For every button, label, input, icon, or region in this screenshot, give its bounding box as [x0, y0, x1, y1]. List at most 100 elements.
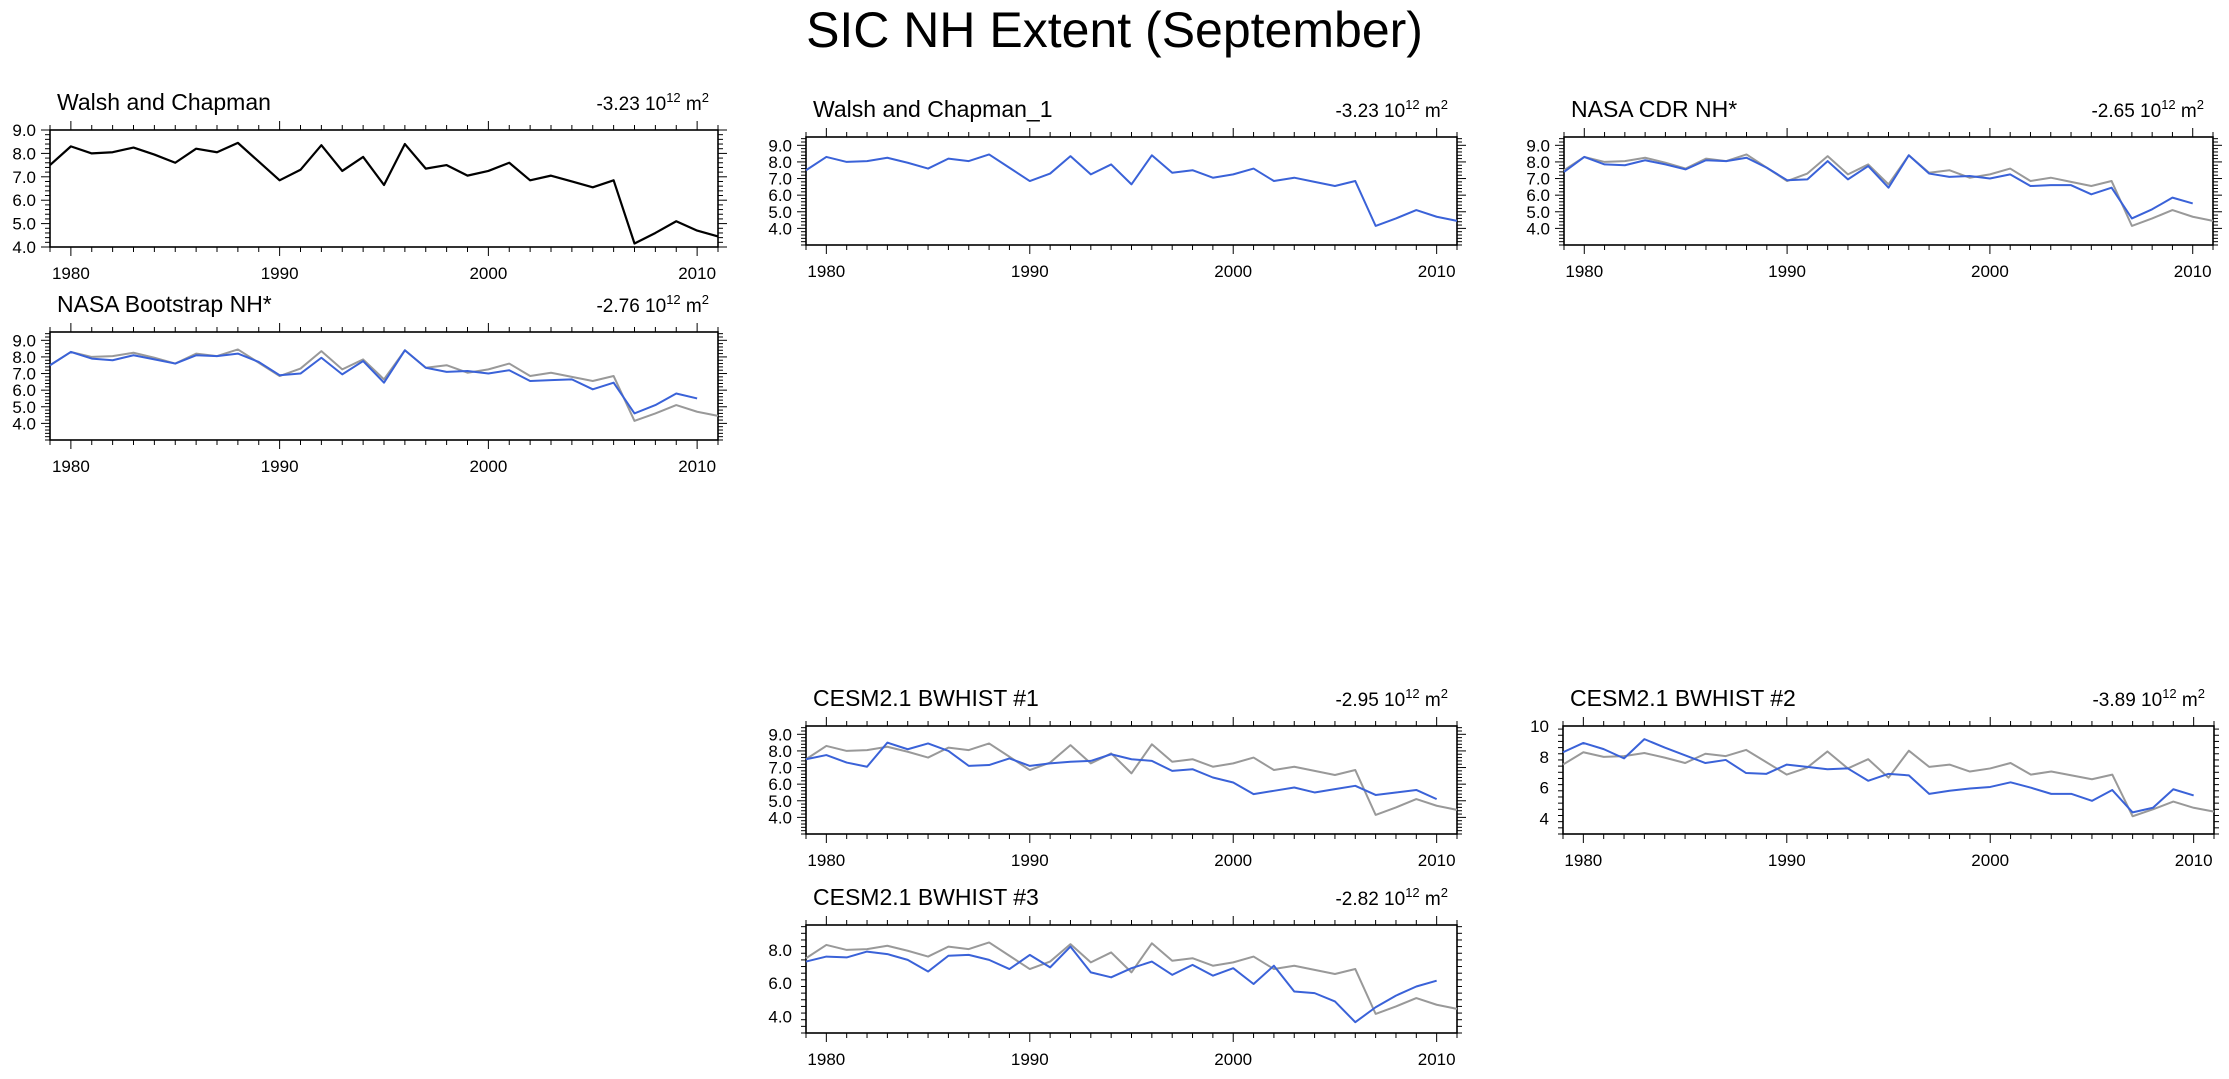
panel-title: CESM2.1 BWHIST #3 [813, 884, 1039, 910]
y-tick-label: 9.0 [12, 121, 36, 140]
x-tick-label: 2010 [2175, 851, 2213, 870]
x-tick-label: 2000 [1214, 262, 1252, 281]
x-tick-label: 1980 [52, 264, 90, 283]
x-tick-label: 2000 [1214, 851, 1252, 870]
y-tick-label: 8.0 [768, 941, 792, 960]
trend-part: 2 [2198, 686, 2205, 701]
trend-annotation: -2.65 1012 m2 [2091, 97, 2204, 122]
y-tick-label: 8 [1540, 748, 1549, 767]
series-line-model [1562, 738, 2194, 814]
x-tick-label: 1990 [261, 457, 299, 476]
trend-annotation: -3.89 1012 m2 [2092, 686, 2205, 711]
trend-part: m [2177, 690, 2198, 711]
y-tick-label: 6 [1540, 779, 1549, 798]
y-tick-label: 4.0 [12, 238, 36, 257]
y-tick-label: 7.0 [12, 365, 36, 384]
x-tick-label: 2010 [1418, 262, 1456, 281]
y-tick-label: 4.0 [768, 808, 792, 827]
y-tick-label: 4.0 [768, 219, 792, 238]
y-tick-label: 8.0 [768, 742, 792, 761]
x-tick-label: 1990 [1011, 1050, 1049, 1069]
trend-part: -2.76 10 [596, 296, 666, 317]
trend-part: -3.23 10 [1335, 101, 1405, 122]
y-tick-label: 8.0 [768, 153, 792, 172]
x-tick-label: 1990 [1768, 262, 1806, 281]
series-line-reference [49, 348, 719, 422]
x-tick-label: 1980 [807, 262, 845, 281]
y-tick-label: 4.0 [1526, 219, 1550, 238]
trend-part: 12 [666, 90, 680, 105]
series-line-model [49, 349, 698, 415]
y-tick-label: 9.0 [1526, 136, 1550, 155]
y-tick-label: 8.0 [12, 348, 36, 367]
x-tick-label: 1980 [1564, 851, 1602, 870]
y-tick-label: 5.0 [12, 398, 36, 417]
y-tick-label: 7.0 [12, 168, 36, 187]
x-tick-label: 1980 [52, 457, 90, 476]
series-line-reference [805, 742, 1458, 816]
series-line-reference [805, 941, 1458, 1015]
series-line-reference [49, 141, 719, 245]
y-tick-label: 4 [1540, 810, 1549, 829]
trend-annotation: -3.23 1012 m2 [1335, 97, 1448, 122]
series-line-model [805, 153, 1458, 227]
panel-title: Walsh and Chapman_1 [813, 96, 1053, 122]
x-tick-label: 2000 [1214, 1050, 1252, 1069]
x-tick-label: 1990 [1011, 851, 1049, 870]
y-tick-label: 10 [1530, 717, 1549, 736]
trend-part: 12 [2162, 686, 2176, 701]
trend-part: m [1420, 101, 1441, 122]
panel-title: NASA CDR NH* [1571, 96, 1737, 122]
trend-part: 2 [1441, 97, 1448, 112]
y-tick-label: 6.0 [12, 381, 36, 400]
trend-part: 12 [666, 292, 680, 307]
series-line-model [1563, 154, 2193, 220]
panel-title: CESM2.1 BWHIST #2 [1570, 685, 1796, 711]
y-tick-label: 6.0 [768, 974, 792, 993]
trend-annotation: -2.82 1012 m2 [1335, 885, 1448, 910]
y-tick-label: 9.0 [12, 331, 36, 350]
y-tick-label: 6.0 [1526, 186, 1550, 205]
trend-part: m [1420, 690, 1441, 711]
trend-part: 12 [2161, 97, 2175, 112]
panel-title: Walsh and Chapman [57, 89, 271, 115]
x-tick-label: 1980 [807, 851, 845, 870]
y-tick-label: 7.0 [768, 170, 792, 189]
trend-annotation: -2.76 1012 m2 [596, 292, 709, 317]
plot-frame [1562, 725, 2215, 835]
x-tick-label: 2000 [1971, 851, 2009, 870]
trend-part: -2.65 10 [2091, 101, 2161, 122]
trend-part: 12 [1405, 885, 1419, 900]
series-line-model [805, 741, 1438, 801]
x-tick-label: 2000 [469, 264, 507, 283]
y-tick-label: 8.0 [12, 144, 36, 163]
y-tick-label: 4.0 [768, 1007, 792, 1026]
y-tick-label: 5.0 [768, 203, 792, 222]
trend-annotation: -2.95 1012 m2 [1335, 686, 1448, 711]
trend-part: 2 [1441, 686, 1448, 701]
x-tick-label: 1990 [1011, 262, 1049, 281]
y-tick-label: 4.0 [12, 414, 36, 433]
y-tick-label: 6.0 [768, 775, 792, 794]
trend-part: 2 [702, 292, 709, 307]
x-tick-label: 2010 [678, 264, 716, 283]
y-tick-label: 7.0 [1526, 170, 1550, 189]
y-tick-label: 7.0 [768, 759, 792, 778]
series-line-reference [1562, 748, 2215, 818]
x-tick-label: 2010 [2174, 262, 2212, 281]
trend-part: m [681, 296, 702, 317]
plot-frame [49, 129, 719, 248]
trend-part: 12 [1405, 686, 1419, 701]
panel-title: NASA Bootstrap NH* [57, 291, 272, 317]
y-tick-label: 8.0 [1526, 153, 1550, 172]
trend-part: -2.95 10 [1335, 690, 1405, 711]
trend-part: 2 [702, 90, 709, 105]
trend-part: -3.89 10 [2092, 690, 2162, 711]
x-tick-label: 2000 [469, 457, 507, 476]
trend-part: m [2176, 101, 2197, 122]
trend-part: 2 [2197, 97, 2204, 112]
trend-annotation: -3.23 1012 m2 [596, 90, 709, 115]
y-tick-label: 6.0 [12, 191, 36, 210]
trend-part: -3.23 10 [596, 94, 666, 115]
y-tick-label: 9.0 [768, 136, 792, 155]
